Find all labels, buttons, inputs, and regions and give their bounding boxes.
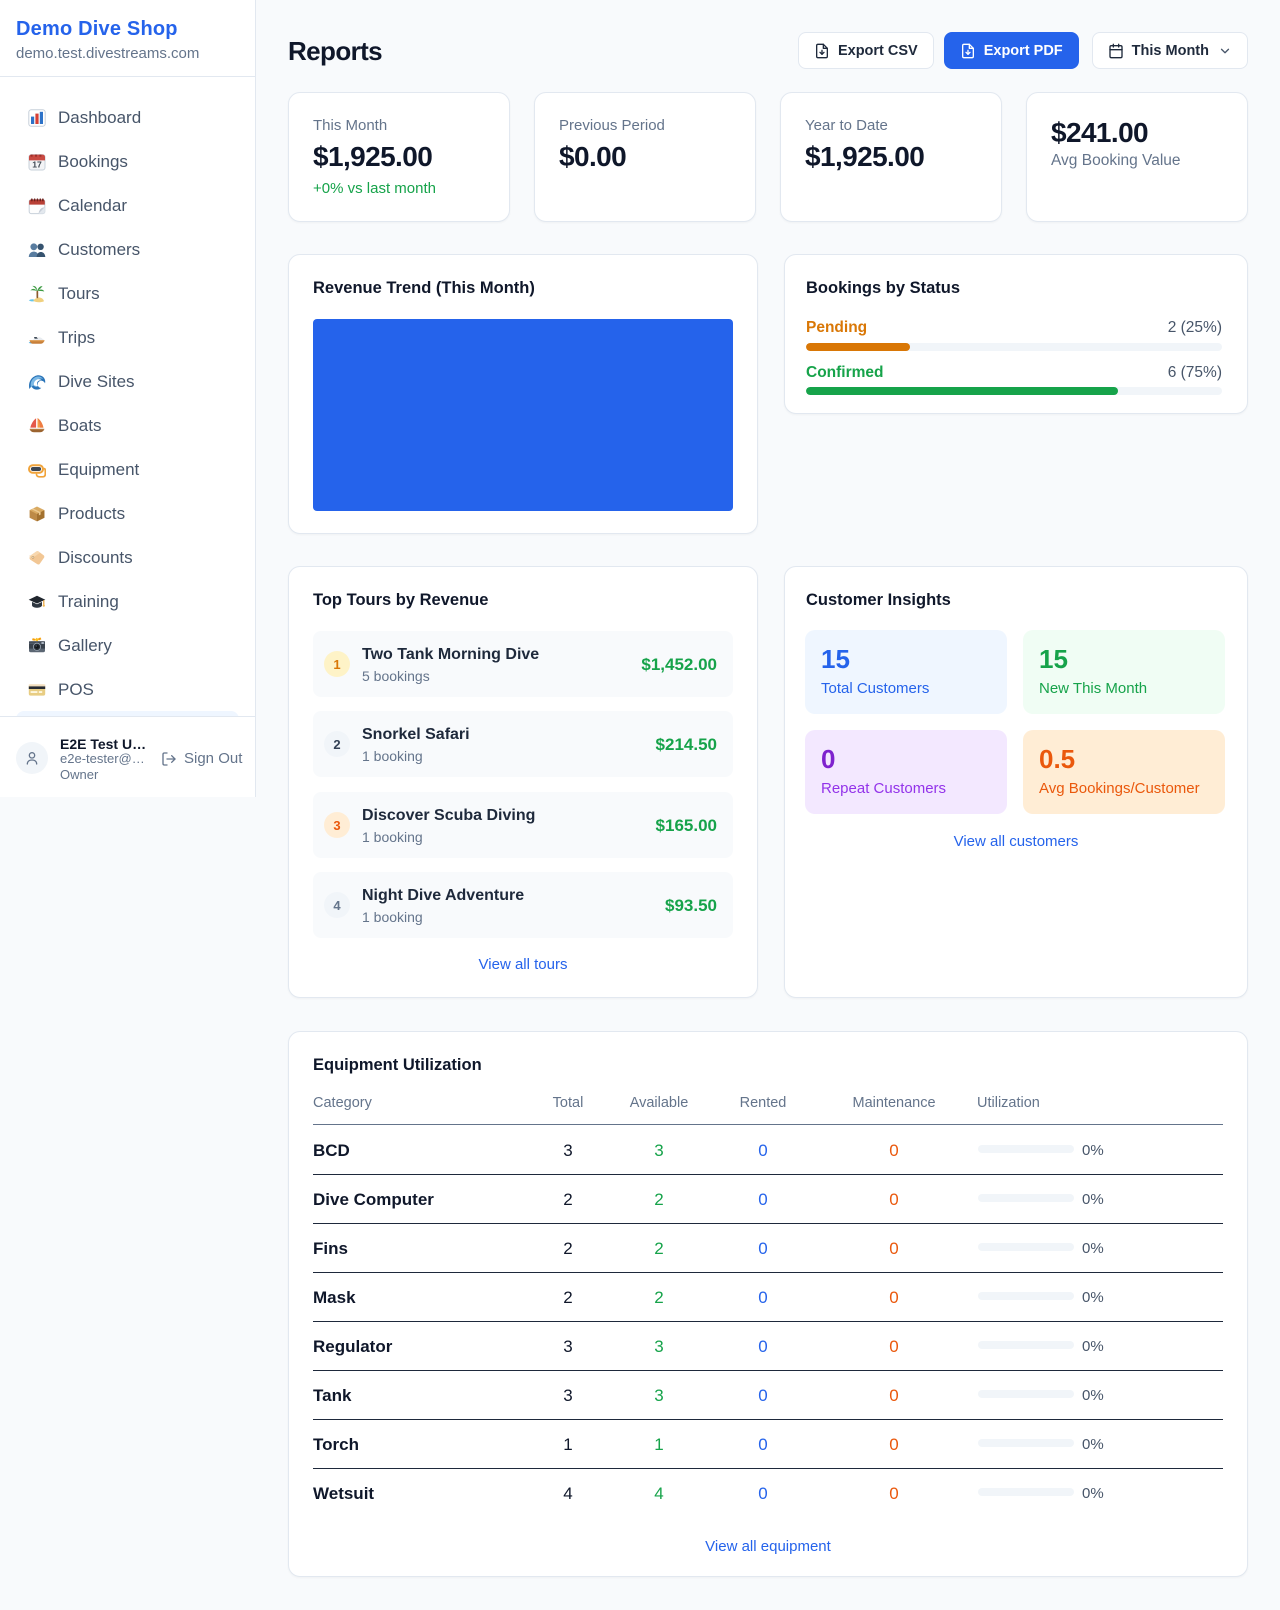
svg-text:17: 17 [32,160,42,170]
